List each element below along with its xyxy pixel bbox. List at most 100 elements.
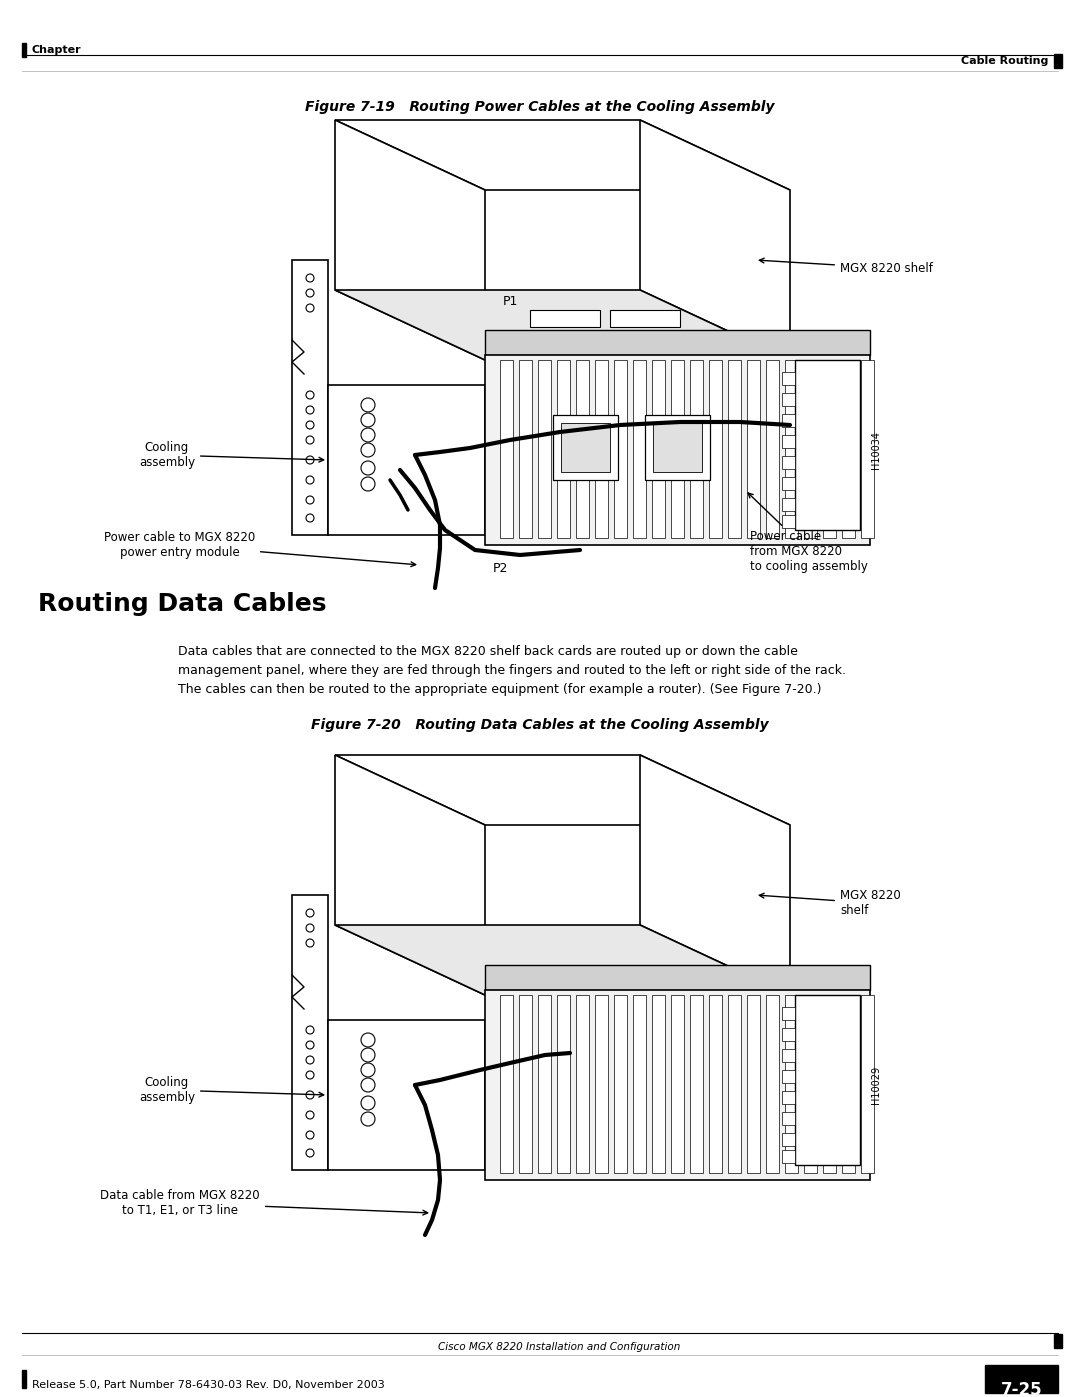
Circle shape xyxy=(306,1132,314,1139)
Bar xyxy=(1054,1334,1062,1348)
Text: P2: P2 xyxy=(492,562,508,576)
Text: Release 5.0, Part Number 78-6430-03 Rev. D0, November 2003: Release 5.0, Part Number 78-6430-03 Rev.… xyxy=(32,1380,384,1390)
Circle shape xyxy=(306,909,314,916)
Polygon shape xyxy=(708,360,723,538)
Polygon shape xyxy=(615,360,627,538)
Polygon shape xyxy=(335,120,485,360)
Circle shape xyxy=(361,1032,375,1046)
Polygon shape xyxy=(782,1150,795,1162)
Polygon shape xyxy=(576,360,589,538)
Polygon shape xyxy=(842,360,855,538)
Polygon shape xyxy=(782,515,795,528)
Circle shape xyxy=(306,455,314,464)
Circle shape xyxy=(361,1063,375,1077)
Polygon shape xyxy=(576,995,589,1173)
Polygon shape xyxy=(292,260,328,535)
Polygon shape xyxy=(747,995,760,1173)
Circle shape xyxy=(361,443,375,457)
Polygon shape xyxy=(782,414,795,427)
Polygon shape xyxy=(595,360,608,538)
Circle shape xyxy=(361,427,375,441)
Text: Cooling
assembly: Cooling assembly xyxy=(139,1076,324,1104)
Circle shape xyxy=(306,1041,314,1049)
Polygon shape xyxy=(292,895,328,1171)
Circle shape xyxy=(306,476,314,483)
Bar xyxy=(22,1370,26,1389)
Polygon shape xyxy=(500,995,513,1173)
Polygon shape xyxy=(823,360,836,538)
Circle shape xyxy=(306,514,314,522)
Polygon shape xyxy=(782,455,795,469)
Polygon shape xyxy=(335,120,789,190)
Polygon shape xyxy=(782,1112,795,1125)
Circle shape xyxy=(306,923,314,932)
Polygon shape xyxy=(795,995,860,1165)
Polygon shape xyxy=(519,995,532,1173)
Text: The cables can then be routed to the appropriate equipment (for example a router: The cables can then be routed to the app… xyxy=(178,683,822,696)
Polygon shape xyxy=(335,754,485,995)
Polygon shape xyxy=(782,1133,795,1146)
Polygon shape xyxy=(782,434,795,448)
Polygon shape xyxy=(671,360,684,538)
Circle shape xyxy=(306,436,314,444)
Polygon shape xyxy=(804,360,816,538)
Text: MGX 8220 shelf: MGX 8220 shelf xyxy=(759,258,933,274)
Text: Cisco MGX 8220 Installation and Configuration: Cisco MGX 8220 Installation and Configur… xyxy=(437,1343,680,1352)
Polygon shape xyxy=(782,1049,795,1062)
Circle shape xyxy=(306,939,314,947)
Polygon shape xyxy=(782,393,795,407)
Polygon shape xyxy=(615,995,627,1173)
Polygon shape xyxy=(640,120,789,360)
Circle shape xyxy=(361,1048,375,1062)
Polygon shape xyxy=(335,291,789,360)
Circle shape xyxy=(361,398,375,412)
Polygon shape xyxy=(785,360,798,538)
Polygon shape xyxy=(485,965,870,990)
Polygon shape xyxy=(328,386,485,535)
Polygon shape xyxy=(500,360,513,538)
Circle shape xyxy=(306,420,314,429)
Polygon shape xyxy=(728,995,741,1173)
Polygon shape xyxy=(690,995,703,1173)
Text: Data cable from MGX 8220
to T1, E1, or T3 line: Data cable from MGX 8220 to T1, E1, or T… xyxy=(100,1189,428,1217)
Polygon shape xyxy=(842,995,855,1173)
Text: 7-25: 7-25 xyxy=(1001,1382,1043,1397)
Text: Figure 7-19   Routing Power Cables at the Cooling Assembly: Figure 7-19 Routing Power Cables at the … xyxy=(306,101,774,115)
Polygon shape xyxy=(485,355,870,545)
Circle shape xyxy=(306,407,314,414)
Polygon shape xyxy=(690,360,703,538)
Bar xyxy=(985,1365,1058,1393)
Polygon shape xyxy=(328,1020,485,1171)
Text: P1: P1 xyxy=(502,295,517,307)
Circle shape xyxy=(306,1056,314,1065)
Circle shape xyxy=(306,1025,314,1034)
Polygon shape xyxy=(595,995,608,1173)
Polygon shape xyxy=(652,360,665,538)
Text: management panel, where they are fed through the fingers and routed to the left : management panel, where they are fed thr… xyxy=(178,664,846,678)
Bar xyxy=(1054,54,1062,68)
Text: H10029: H10029 xyxy=(870,1066,881,1104)
Polygon shape xyxy=(671,995,684,1173)
Circle shape xyxy=(361,1078,375,1092)
Circle shape xyxy=(306,289,314,298)
Text: Power cable
from MGX 8220
to cooling assembly: Power cable from MGX 8220 to cooling ass… xyxy=(748,493,868,573)
Text: Cable Routing: Cable Routing xyxy=(960,56,1048,66)
Polygon shape xyxy=(538,995,551,1173)
Circle shape xyxy=(306,305,314,312)
Polygon shape xyxy=(553,415,618,481)
Circle shape xyxy=(306,1111,314,1119)
Polygon shape xyxy=(804,995,816,1173)
Text: H10034: H10034 xyxy=(870,432,881,469)
Polygon shape xyxy=(766,995,779,1173)
Polygon shape xyxy=(861,360,874,538)
Circle shape xyxy=(306,1148,314,1157)
Polygon shape xyxy=(782,1007,795,1020)
Polygon shape xyxy=(335,925,789,995)
Polygon shape xyxy=(782,1028,795,1041)
Polygon shape xyxy=(747,360,760,538)
Polygon shape xyxy=(530,310,600,327)
Polygon shape xyxy=(653,423,702,472)
Polygon shape xyxy=(728,360,741,538)
Polygon shape xyxy=(785,995,798,1173)
Polygon shape xyxy=(335,754,789,826)
